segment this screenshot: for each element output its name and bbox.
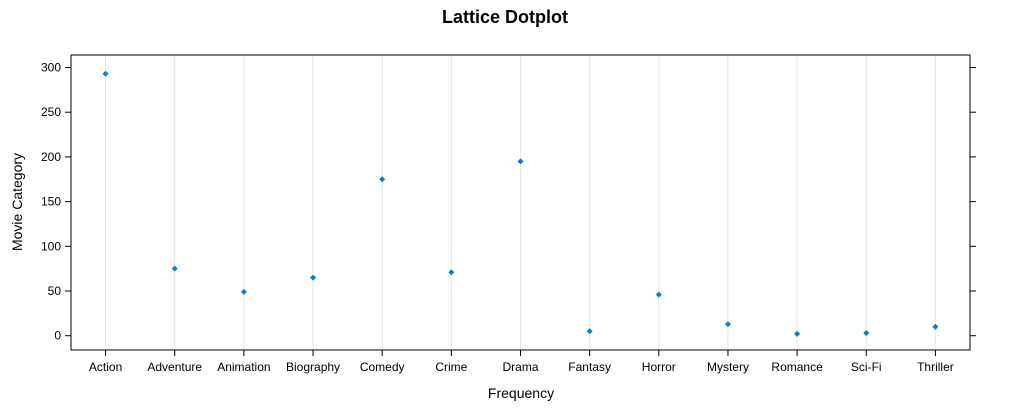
- data-point-thriller: [932, 323, 939, 330]
- data-point-animation: [240, 288, 247, 295]
- x-tick-label: Sci-Fi: [851, 360, 882, 374]
- data-point-adventure: [171, 265, 178, 272]
- y-tick-label: 0: [54, 329, 61, 343]
- x-axis-label: Frequency: [488, 385, 554, 401]
- x-tick-label: Crime: [435, 360, 467, 374]
- data-point-drama: [517, 158, 524, 165]
- data-point-romance: [794, 330, 801, 337]
- y-axis-label: Movie Category: [9, 153, 25, 251]
- x-tick-label: Animation: [217, 360, 270, 374]
- y-tick-label: 100: [41, 239, 61, 253]
- axis-ticks: Action Adventure Animation Biography Comedy C…: [41, 61, 976, 374]
- chart-title: Lattice Dotplot: [442, 7, 568, 27]
- y-tick-label: 50: [48, 284, 62, 298]
- data-point-sci-fi: [863, 330, 870, 337]
- x-tick-label: Drama: [502, 360, 538, 374]
- x-tick-label: Thriller: [917, 360, 954, 374]
- x-tick-label: Romance: [771, 360, 823, 374]
- x-tick-label: Biography: [286, 360, 340, 374]
- y-tick-label: 250: [41, 105, 61, 119]
- data-points: [102, 70, 939, 337]
- x-tick-label: Action: [89, 360, 122, 374]
- y-tick-label: 200: [41, 150, 61, 164]
- x-tick-label: Horror: [642, 360, 676, 374]
- data-point-action: [102, 70, 109, 77]
- y-tick-label: 300: [41, 61, 61, 75]
- x-tick-label: Comedy: [360, 360, 405, 374]
- y-tick-label: 150: [41, 195, 61, 209]
- data-point-crime: [448, 269, 455, 276]
- data-point-fantasy: [586, 328, 593, 335]
- x-tick-label: Fantasy: [568, 360, 611, 374]
- data-point-mystery: [724, 321, 731, 328]
- x-tick-label: Adventure: [147, 360, 202, 374]
- x-tick-label: Mystery: [707, 360, 749, 374]
- grid-lines: [105, 55, 936, 350]
- data-point-comedy: [379, 176, 386, 183]
- data-point-horror: [655, 291, 662, 298]
- data-point-biography: [310, 274, 317, 281]
